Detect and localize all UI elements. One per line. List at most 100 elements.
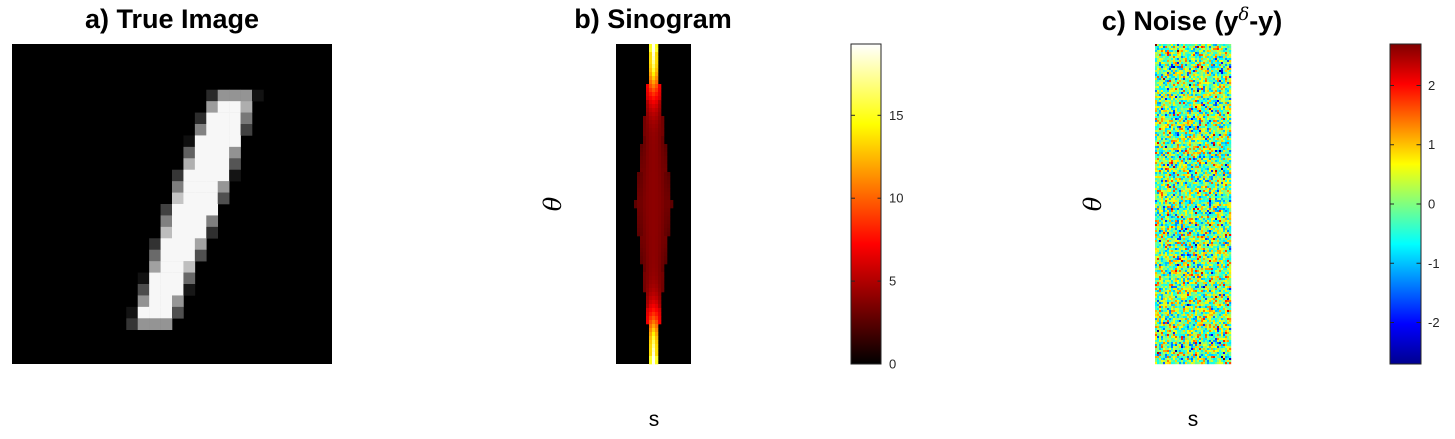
noise-pixel xyxy=(1157,174,1160,177)
noise-pixel xyxy=(1227,64,1230,67)
noise-pixel xyxy=(1181,94,1184,97)
noise-pixel xyxy=(1157,80,1160,83)
noise-pixel xyxy=(1197,46,1200,49)
noise-pixel xyxy=(1201,192,1204,195)
noise-pixel xyxy=(1213,198,1216,201)
noise-pixel xyxy=(1161,240,1164,243)
noise-pixel xyxy=(1219,186,1222,189)
noise-pixel xyxy=(1223,256,1226,259)
noise-pixel xyxy=(1157,232,1160,235)
noise-pixel xyxy=(1199,192,1202,195)
noise-pixel xyxy=(1163,142,1166,145)
noise-pixel xyxy=(1179,150,1182,153)
noise-pixel xyxy=(1207,160,1210,163)
noise-pixel xyxy=(1191,168,1194,171)
noise-pixel xyxy=(1161,100,1164,103)
noise-pixel xyxy=(1179,248,1182,251)
sinogram-pixel xyxy=(646,120,650,125)
noise-pixel xyxy=(1201,66,1204,69)
sinogram-pixel xyxy=(649,56,653,61)
noise-pixel xyxy=(1175,236,1178,239)
noise-pixel xyxy=(1165,180,1168,183)
sinogram-pixel xyxy=(640,252,644,257)
noise-pixel xyxy=(1173,58,1176,61)
noise-pixel xyxy=(1183,58,1186,61)
noise-pixel xyxy=(1169,110,1172,113)
noise-pixel xyxy=(1169,204,1172,207)
noise-pixel xyxy=(1213,260,1216,263)
noise-pixel xyxy=(1221,152,1224,155)
noise-pixel xyxy=(1203,48,1206,51)
noise-pixel xyxy=(1199,90,1202,93)
noise-pixel xyxy=(1209,94,1212,97)
noise-pixel xyxy=(1155,248,1158,251)
noise-pixel xyxy=(1159,212,1162,215)
noise-pixel xyxy=(1187,84,1190,87)
noise-pixel xyxy=(1193,50,1196,53)
noise-pixel xyxy=(1183,254,1186,257)
noise-pixel xyxy=(1217,220,1220,223)
noise-pixel xyxy=(1181,162,1184,165)
noise-pixel xyxy=(1215,90,1218,93)
noise-pixel xyxy=(1161,142,1164,145)
noise-pixel xyxy=(1179,268,1182,271)
noise-pixel xyxy=(1213,242,1216,245)
noise-pixel xyxy=(1157,218,1160,221)
noise-pixel xyxy=(1161,62,1164,65)
noise-pixel xyxy=(1187,208,1190,211)
noise-pixel xyxy=(1201,48,1204,51)
noise-pixel xyxy=(1207,156,1210,159)
noise-pixel xyxy=(1225,114,1228,117)
noise-pixel xyxy=(1161,198,1164,201)
sinogram-pixel xyxy=(643,252,647,257)
noise-pixel xyxy=(1189,148,1192,151)
noise-pixel xyxy=(1219,244,1222,247)
noise-pixel xyxy=(1155,54,1158,57)
noise-pixel xyxy=(1157,138,1160,141)
noise-pixel xyxy=(1183,188,1186,191)
noise-pixel xyxy=(1177,268,1180,271)
sinogram-pixel xyxy=(658,132,662,137)
noise-pixel xyxy=(1225,56,1228,59)
noise-pixel xyxy=(1177,214,1180,217)
noise-pixel xyxy=(1215,52,1218,55)
sinogram-pixel xyxy=(661,120,665,125)
noise-pixel xyxy=(1201,232,1204,235)
sinogram-pixel xyxy=(655,304,659,309)
sinogram-pixel xyxy=(646,100,650,105)
noise-pixel xyxy=(1157,166,1160,169)
sinogram-pixel xyxy=(646,104,650,109)
noise-pixel xyxy=(1163,76,1166,79)
noise-pixel xyxy=(1193,112,1196,115)
noise-pixel xyxy=(1179,90,1182,93)
noise-pixel xyxy=(1175,166,1178,169)
noise-pixel xyxy=(1163,160,1166,163)
sinogram-pixel xyxy=(658,224,662,229)
noise-pixel xyxy=(1157,156,1160,159)
noise-pixel xyxy=(1193,132,1196,135)
noise-pixel xyxy=(1197,96,1200,99)
noise-pixel xyxy=(1199,56,1202,59)
noise-pixel xyxy=(1223,186,1226,189)
sinogram-pixel xyxy=(649,252,653,257)
noise-pixel xyxy=(1171,96,1174,99)
image-pixel xyxy=(172,261,184,273)
noise-pixel xyxy=(1169,142,1172,145)
noise-pixel xyxy=(1185,120,1188,123)
noise-pixel xyxy=(1221,214,1224,217)
sinogram-pixel xyxy=(637,172,641,177)
sinogram-pixel xyxy=(646,188,650,193)
noise-pixel xyxy=(1189,176,1192,179)
noise-pixel xyxy=(1201,46,1204,49)
noise-pixel xyxy=(1223,136,1226,139)
noise-pixel xyxy=(1163,120,1166,123)
noise-pixel xyxy=(1169,122,1172,125)
noise-pixel xyxy=(1177,202,1180,205)
noise-pixel xyxy=(1207,172,1210,175)
sinogram-pixel xyxy=(652,144,656,149)
sinogram-pixel xyxy=(661,248,665,253)
noise-pixel xyxy=(1159,192,1162,195)
noise-pixel xyxy=(1159,240,1162,243)
noise-pixel xyxy=(1221,218,1224,221)
